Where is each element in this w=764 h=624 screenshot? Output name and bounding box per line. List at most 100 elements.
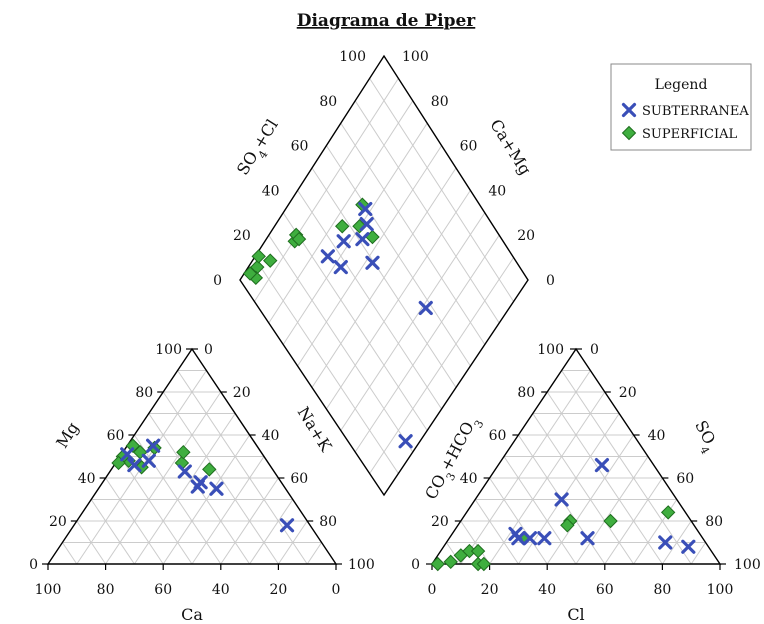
cation-grid-line bbox=[90, 499, 135, 565]
marker-stroke bbox=[177, 464, 192, 479]
cation-bottom-tick-label: 0 bbox=[332, 582, 341, 598]
subterranea-diamond-point bbox=[320, 249, 335, 264]
cation-left-tick-label: 20 bbox=[49, 514, 67, 530]
legend-entry-label: SUPERFICIAL bbox=[642, 127, 738, 142]
marker-stroke bbox=[355, 232, 370, 247]
cation-grid-line bbox=[249, 499, 294, 565]
cation-left-tick-label: 60 bbox=[107, 428, 125, 444]
subterranea-cation-point bbox=[127, 458, 142, 473]
anion-grid-line bbox=[575, 456, 649, 565]
subterranea-anion-point bbox=[511, 531, 526, 546]
diamond-left-axis-label: SO4+Cl bbox=[233, 116, 287, 181]
marker-stroke bbox=[127, 458, 142, 473]
marker-stroke bbox=[537, 531, 552, 546]
anion-grid-line bbox=[445, 542, 462, 565]
superficial-cation-point bbox=[202, 462, 217, 477]
subterranea-diamond-point bbox=[336, 234, 351, 249]
subterranea-cation-point bbox=[141, 453, 156, 468]
cation-left-tick-label: 40 bbox=[78, 471, 96, 487]
subterranea-cation-point bbox=[120, 447, 135, 462]
anion-grid-line bbox=[474, 499, 519, 565]
anion-bottom-tick-label: 0 bbox=[428, 582, 437, 598]
diamond-right-axis-label: Ca+Mg bbox=[486, 116, 535, 178]
marker-stroke bbox=[522, 531, 538, 546]
diamond-grid-line bbox=[354, 100, 500, 324]
anion-grid-line bbox=[532, 413, 635, 565]
legend-entry-label: SUBTERRANEA bbox=[642, 104, 749, 119]
cation-grid-line bbox=[162, 391, 279, 565]
marker-stroke bbox=[554, 492, 569, 507]
diamond-right-tick-label: 0 bbox=[546, 273, 555, 289]
diamond-right-tick-label: 80 bbox=[431, 94, 449, 110]
diamond-frame bbox=[239, 54, 529, 497]
subterranea-legend-marker bbox=[621, 102, 637, 118]
superficial-diamond-point bbox=[242, 266, 258, 281]
marker-stroke bbox=[358, 201, 373, 217]
superficial-diamond-point bbox=[263, 253, 278, 268]
anion-grid-line bbox=[460, 370, 591, 565]
cation-grid-line bbox=[105, 391, 222, 565]
subterranea-diamond-point bbox=[358, 201, 373, 217]
diamond-left-tick-label: 100 bbox=[339, 49, 366, 65]
anion-grid-line bbox=[503, 456, 577, 565]
superficial-cation-point bbox=[176, 444, 191, 460]
anion-bottom-axis-label: Cl bbox=[567, 605, 584, 624]
subterranea-anion-point bbox=[522, 531, 538, 546]
marker-stroke bbox=[365, 255, 380, 270]
cation-grid-line bbox=[61, 542, 78, 565]
anion-right-tick-label: 0 bbox=[590, 342, 599, 358]
superficial-diamond-point bbox=[335, 219, 350, 234]
diamond-right-tick-label: 100 bbox=[402, 49, 429, 65]
subterranea-anion-point bbox=[537, 531, 552, 546]
cation-right-tick-label: 20 bbox=[233, 385, 251, 401]
superficial-anion-point bbox=[470, 543, 486, 559]
anion-bottom-tick-label: 60 bbox=[596, 582, 614, 598]
anion-triangle-frame bbox=[430, 347, 722, 565]
subterranea-diamond-point bbox=[398, 434, 413, 449]
subterranea-diamond-point bbox=[418, 300, 433, 316]
cation-right-axis-label: Na+K bbox=[294, 403, 337, 455]
superficial-anion-point bbox=[603, 513, 618, 529]
anion-right-axis-label: SO4 bbox=[686, 417, 722, 456]
superficial-diamond-point bbox=[291, 231, 307, 247]
anion-bottom-tick-label: 20 bbox=[481, 582, 499, 598]
marker-stroke bbox=[120, 447, 135, 462]
marker-stroke bbox=[418, 300, 433, 316]
marker-stroke bbox=[621, 102, 637, 118]
anion-grid-line bbox=[517, 413, 620, 565]
anion-right-tick-label: 60 bbox=[676, 471, 694, 487]
cation-grid-line bbox=[306, 542, 323, 565]
diamond-grid-line bbox=[340, 122, 486, 345]
marker-stroke bbox=[193, 475, 208, 490]
subterranea-diamond-point bbox=[333, 260, 348, 275]
anion-bottom-tick-label: 80 bbox=[653, 582, 671, 598]
anion-bottom-tick-label: 40 bbox=[538, 582, 556, 598]
cation-left-axis-label: Mg bbox=[52, 419, 82, 452]
marker-stroke bbox=[141, 453, 156, 468]
subterranea-cation-point bbox=[279, 518, 295, 533]
cation-left-tick-label: 100 bbox=[155, 342, 182, 358]
diamond-grid-line bbox=[282, 122, 428, 345]
anion-left-tick-label: 80 bbox=[517, 385, 535, 401]
subterranea-cation-point bbox=[193, 475, 208, 490]
anion-left-tick-label: 0 bbox=[411, 557, 420, 573]
marker-stroke bbox=[209, 481, 224, 496]
cation-bottom-tick-label: 40 bbox=[212, 582, 230, 598]
marker-stroke bbox=[511, 531, 526, 546]
diamond-right-tick-label: 60 bbox=[460, 139, 478, 155]
subterranea-cation-point bbox=[177, 464, 192, 479]
cation-bottom-tick-label: 20 bbox=[269, 582, 287, 598]
diamond-grid-line bbox=[325, 145, 471, 367]
subterranea-anion-point bbox=[594, 458, 610, 473]
diamond-grid-line bbox=[311, 167, 457, 388]
superficial-anion-point bbox=[560, 518, 575, 533]
subterranea-diamond-point bbox=[359, 217, 374, 232]
marker-stroke bbox=[279, 518, 295, 533]
superficial-legend-marker bbox=[621, 125, 637, 141]
cation-right-tick-label: 60 bbox=[290, 471, 308, 487]
marker-stroke bbox=[398, 434, 413, 449]
anion-left-tick-label: 60 bbox=[489, 428, 507, 444]
subterranea-diamond-point bbox=[355, 232, 370, 247]
anion-left-tick-label: 40 bbox=[460, 471, 478, 487]
